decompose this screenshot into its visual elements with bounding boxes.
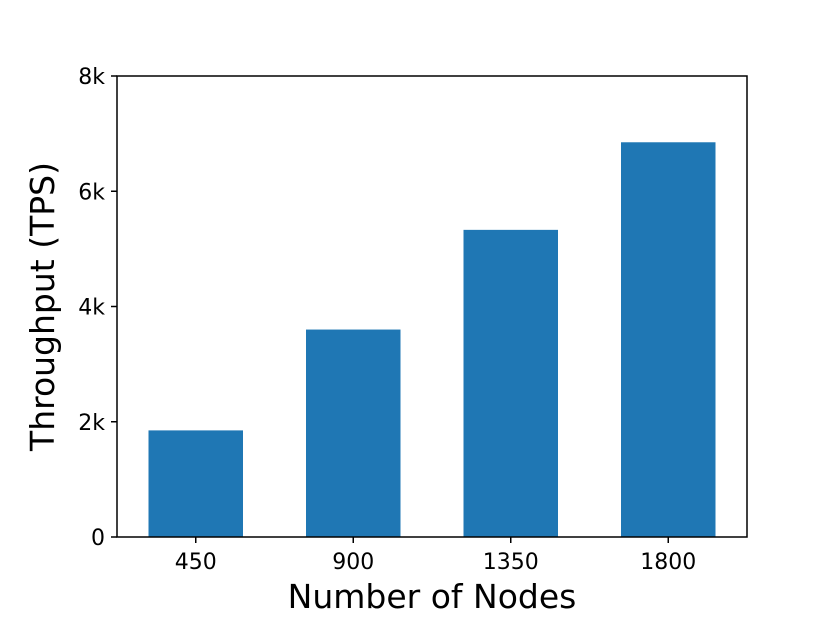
y-tick-label: 2k — [78, 411, 105, 436]
x-tick-label: 450 — [175, 550, 217, 575]
y-axis-title: Throughput (TPS) — [23, 162, 62, 452]
y-tick-label: 8k — [78, 65, 105, 90]
bars-group — [148, 142, 716, 538]
x-axis-title: Number of Nodes — [288, 577, 577, 616]
y-axis-ticks: 0 2k 4k 6k 8k — [78, 65, 117, 551]
y-tick-label: 0 — [91, 526, 105, 551]
x-tick-label: 1800 — [640, 550, 696, 575]
bar-1350 — [463, 229, 558, 537]
x-tick-label: 900 — [332, 550, 374, 575]
bar-900 — [306, 329, 401, 537]
bar-1800 — [621, 142, 716, 538]
x-axis-ticks: 450 900 1350 1800 — [175, 537, 696, 575]
y-tick-label: 6k — [78, 180, 105, 205]
y-tick-label: 4k — [78, 296, 105, 321]
x-tick-label: 1350 — [483, 550, 539, 575]
bar-450 — [148, 430, 243, 537]
